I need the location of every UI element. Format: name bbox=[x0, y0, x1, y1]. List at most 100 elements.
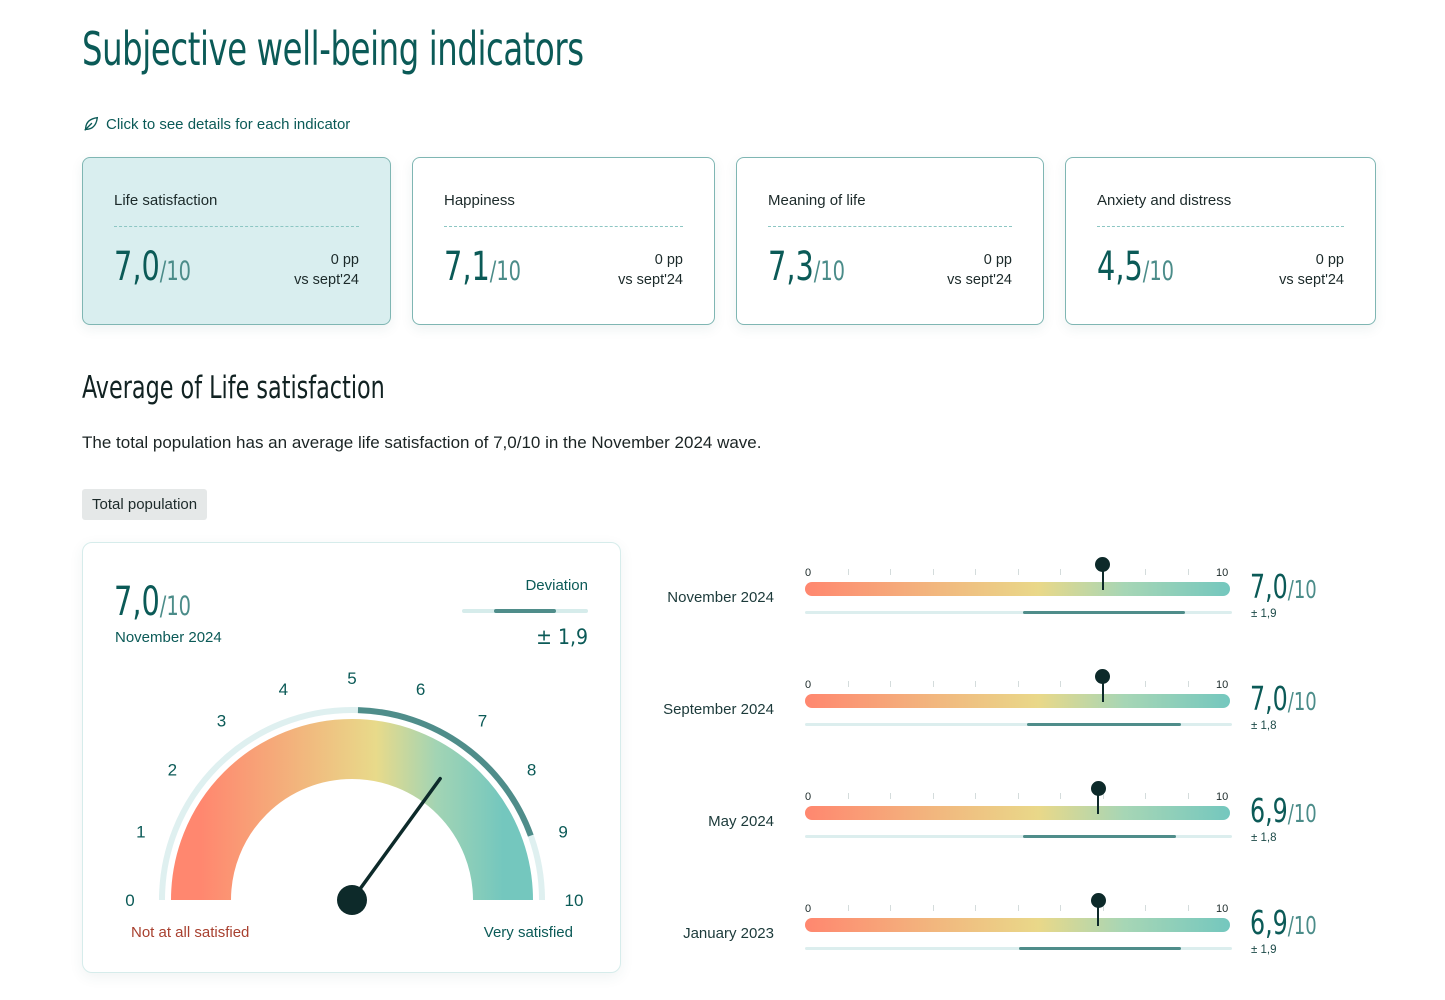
timeline-pin-head bbox=[1090, 893, 1106, 908]
gauge-min-label: Not at all satisfied bbox=[131, 924, 249, 941]
timeline-pin-head bbox=[1095, 557, 1110, 572]
timeline-minor-tick bbox=[1060, 793, 1061, 799]
timeline-value: 7,0/10 bbox=[1250, 567, 1317, 606]
timeline-deviation: ± 1,8 bbox=[1251, 832, 1277, 844]
timeline-minor-tick bbox=[932, 905, 934, 911]
gauge-max-label: Very satisfied bbox=[484, 924, 573, 941]
timeline-minor-tick bbox=[1187, 681, 1189, 687]
gauge-tick-label: 7 bbox=[478, 711, 487, 730]
gauge-tick-label: 3 bbox=[217, 711, 226, 730]
timeline-minor-tick bbox=[932, 793, 934, 799]
gauge-tick-label: 5 bbox=[347, 669, 356, 688]
timeline-minor-tick bbox=[975, 793, 976, 799]
timeline-minor-tick bbox=[1145, 681, 1146, 687]
timeline-value: 6,9/10 bbox=[1250, 903, 1317, 942]
card-meaning-of-life[interactable]: Meaning of life 7,3/10 0 pp vs sept'24 bbox=[736, 157, 1044, 325]
timeline-minor-tick bbox=[932, 569, 934, 575]
timeline-axis-min: 0 bbox=[805, 567, 812, 579]
timeline-minor-tick bbox=[1187, 569, 1189, 575]
timeline-axis-max: 10 bbox=[1216, 679, 1229, 691]
timeline-deviation-fill bbox=[1027, 723, 1181, 726]
timeline-minor-tick bbox=[890, 681, 891, 687]
timeline-minor-tick bbox=[1145, 793, 1146, 799]
timeline-deviation-fill bbox=[1018, 947, 1181, 950]
timeline-deviation-fill bbox=[1022, 611, 1186, 614]
timeline-pin-stem bbox=[1097, 791, 1100, 814]
timeline-deviation-track bbox=[805, 723, 1232, 726]
card-divider bbox=[114, 226, 359, 227]
timeline-pin-stem bbox=[1097, 903, 1100, 926]
section-description: The total population has an average life… bbox=[82, 433, 762, 452]
timeline-row: November 2024 0 10 7,0/10 ± 1,9 bbox=[640, 545, 1440, 625]
timeline-minor-tick bbox=[890, 569, 891, 575]
card-delta: 0 pp vs sept'24 bbox=[294, 252, 359, 288]
gauge-tick-label: 0 bbox=[125, 891, 134, 910]
timeline-minor-tick bbox=[1060, 569, 1061, 575]
timeline-minor-tick bbox=[847, 793, 849, 799]
card-anxiety-distress[interactable]: Anxiety and distress 4,5/10 0 pp vs sept'… bbox=[1065, 157, 1376, 325]
card-delta: 0 pp vs sept'24 bbox=[618, 252, 683, 288]
gauge-wave: November 2024 bbox=[115, 629, 222, 646]
card-divider bbox=[768, 226, 1012, 227]
timeline-axis-max: 10 bbox=[1216, 567, 1229, 579]
timeline-scale-bar bbox=[805, 918, 1230, 932]
timeline-minor-tick bbox=[975, 905, 976, 911]
timeline-deviation: ± 1,8 bbox=[1251, 720, 1277, 732]
timeline-minor-tick bbox=[1017, 569, 1019, 575]
timeline-minor-tick bbox=[1145, 569, 1146, 575]
timeline-axis-min: 0 bbox=[805, 791, 812, 803]
timeline-minor-tick bbox=[1145, 905, 1146, 911]
timeline-deviation-track bbox=[805, 947, 1232, 950]
timeline-axis-max: 10 bbox=[1216, 791, 1229, 803]
timeline-scale-bar bbox=[805, 806, 1230, 820]
gauge-band bbox=[171, 719, 533, 901]
page-title: Subjective well-being indicators bbox=[82, 22, 584, 76]
card-delta: 0 pp vs sept'24 bbox=[1279, 252, 1344, 288]
gauge-tick-label: 2 bbox=[168, 761, 177, 780]
timeline-deviation-track bbox=[805, 835, 1232, 838]
gauge-needle-hub bbox=[337, 885, 367, 915]
timeline-wave-label: September 2024 bbox=[663, 701, 774, 718]
card-value: 7,0/10 bbox=[114, 244, 192, 290]
timeline-minor-tick bbox=[890, 905, 891, 911]
timeline-minor-tick bbox=[1017, 681, 1019, 687]
timeline-wave-label: May 2024 bbox=[708, 813, 774, 830]
gauge-chart: 0 1 2 3 4 5 6 7 8 9 10 Not at all satisfied Very sat… bbox=[125, 669, 583, 941]
timeline-axis-max: 10 bbox=[1216, 903, 1229, 915]
card-label: Meaning of life bbox=[768, 192, 866, 209]
timeline-minor-tick bbox=[1017, 905, 1019, 911]
card-value: 4,5/10 bbox=[1097, 244, 1175, 290]
timeline-row: May 2024 0 10 6,9/10 ± 1,8 bbox=[640, 769, 1440, 849]
timeline-deviation-track bbox=[805, 611, 1232, 614]
deviation-label: Deviation bbox=[525, 577, 588, 594]
timeline-minor-tick bbox=[890, 793, 891, 799]
timeline-pin-stem bbox=[1101, 567, 1104, 590]
gauge-tick-label: 1 bbox=[136, 822, 145, 841]
timeline-row: January 2023 0 10 6,9/10 ± 1,9 bbox=[640, 881, 1440, 961]
timeline-deviation: ± 1,9 bbox=[1251, 944, 1277, 956]
card-label: Anxiety and distress bbox=[1097, 192, 1232, 209]
timeline-minor-tick bbox=[847, 905, 849, 911]
timeline-minor-tick bbox=[1102, 793, 1104, 799]
card-label: Life satisfaction bbox=[114, 192, 218, 209]
card-happiness[interactable]: Happiness 7,1/10 0 pp vs sept'24 bbox=[412, 157, 715, 325]
gauge-tick-label: 4 bbox=[279, 680, 288, 699]
card-value: 7,1/10 bbox=[444, 244, 522, 290]
deviation-value: ± 1,9 bbox=[536, 625, 588, 649]
timeline-minor-tick bbox=[847, 681, 849, 687]
deviation-fill bbox=[494, 609, 556, 613]
population-filter[interactable]: Total population bbox=[82, 489, 208, 520]
details-hint-text: Click to see details for each indicator bbox=[106, 115, 351, 133]
card-value: 7,3/10 bbox=[768, 244, 846, 290]
gauge-tick-label: 6 bbox=[416, 680, 425, 699]
card-life-satisfaction[interactable]: Life satisfaction 7,0/10 0 pp vs sept'24 bbox=[82, 157, 391, 325]
timeline-minor-tick bbox=[1017, 793, 1019, 799]
card-divider bbox=[444, 226, 683, 227]
timeline-wave-label: November 2024 bbox=[667, 589, 774, 606]
timeline-scale-bar bbox=[805, 694, 1230, 708]
timeline-minor-tick bbox=[1187, 793, 1189, 799]
details-hint: Click to see details for each indicator bbox=[82, 115, 350, 133]
timeline-axis-min: 0 bbox=[805, 903, 812, 915]
timeline-deviation: ± 1,9 bbox=[1251, 608, 1277, 620]
timeline-minor-tick bbox=[932, 681, 934, 687]
